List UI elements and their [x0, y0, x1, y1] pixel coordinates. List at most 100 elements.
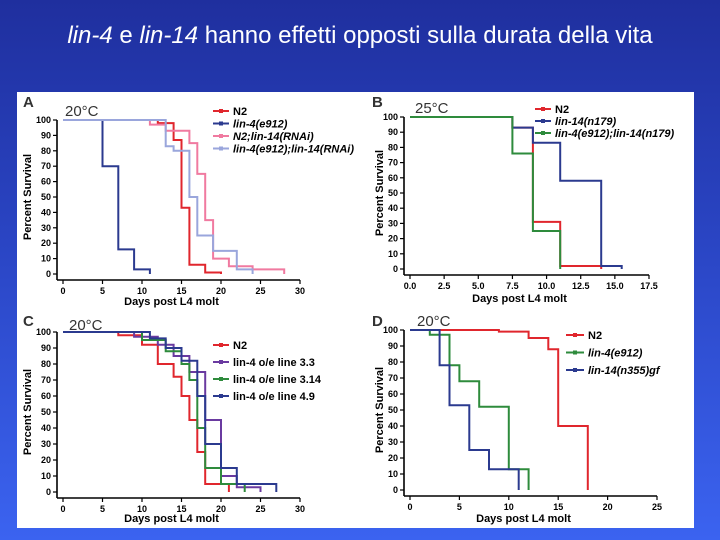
panel-letter: C [23, 313, 34, 330]
chart-title: 20°C [65, 103, 99, 120]
y-tick-label: 10 [388, 249, 398, 259]
title-part: lin-14 [139, 22, 199, 49]
series-line [63, 119, 151, 274]
legend-marker [573, 333, 577, 337]
y-tick-label: 70 [388, 158, 398, 168]
x-tick-label: 25 [652, 502, 662, 512]
y-tick-label: 80 [388, 142, 398, 152]
x-tick-label: 30 [295, 286, 305, 296]
y-tick-label: 100 [36, 115, 51, 125]
y-tick-label: 20 [388, 453, 398, 463]
chart-title: 25°C [415, 100, 449, 117]
legend-label: N2 [233, 340, 247, 352]
x-tick-label: 30 [295, 504, 305, 514]
y-tick-label: 50 [388, 405, 398, 415]
x-tick-label: 20 [603, 502, 613, 512]
y-tick-label: 100 [36, 327, 51, 337]
y-tick-label: 100 [383, 325, 398, 335]
legend-label: lin-4(e912) [233, 119, 288, 131]
y-tick-label: 50 [41, 407, 51, 417]
panel-c: C 0 10 20 30 40 50 60 70 80 90 100 0 5 10 15 20 25 30 Days … [22, 313, 322, 525]
y-tick-label: 80 [41, 359, 51, 369]
legend-marker [541, 107, 545, 111]
y-tick-label: 20 [388, 234, 398, 244]
title-part: hanno effetti opposti sulla durata della… [198, 22, 653, 49]
x-tick-label: 10 [137, 504, 147, 514]
legend-marker [219, 343, 223, 347]
y-tick-label: 90 [41, 130, 51, 140]
y-tick-label: 20 [41, 455, 51, 465]
legend-label: N2;lin-14(RNAi) [233, 131, 314, 143]
legend-label: N2 [233, 106, 247, 118]
y-tick-label: 70 [388, 373, 398, 383]
x-tick-label: 5.0 [472, 281, 485, 291]
legend-label: lin-14(n355)gf [588, 365, 661, 377]
x-tick-label: 15.0 [606, 281, 624, 291]
y-tick-label: 20 [41, 238, 51, 248]
y-tick-label: 10 [388, 469, 398, 479]
legend-marker [219, 377, 223, 381]
panel-b: B 0 10 20 30 40 50 60 70 80 90 100 0.0 2.5 5.0 7.5 10.0 1… [372, 94, 675, 305]
x-tick-label: 0 [60, 504, 65, 514]
y-tick-label: 10 [41, 471, 51, 481]
slide-title: lin-4 e lin-14 hanno effetti opposti sul… [0, 22, 720, 50]
legend-marker [219, 394, 223, 398]
panel-letter: B [372, 94, 383, 111]
x-tick-label: 0 [407, 502, 412, 512]
legend-marker [573, 368, 577, 372]
y-axis-label: Percent Survival [374, 150, 386, 236]
legend-label: lin-4 o/e line 4.9 [233, 391, 315, 403]
legend-marker [219, 134, 223, 138]
legend-label: lin-4(e912);lin-14(RNAi) [233, 144, 354, 156]
series-line [410, 329, 520, 490]
legend-marker [541, 131, 545, 135]
y-tick-label: 50 [41, 192, 51, 202]
x-tick-label: 15 [176, 286, 186, 296]
x-tick-label: 10 [504, 502, 514, 512]
series-line [410, 329, 589, 490]
x-tick-label: 10.0 [538, 281, 556, 291]
series-line [63, 119, 222, 274]
y-tick-label: 0 [393, 485, 398, 495]
y-axis-label: Percent Survival [22, 154, 34, 240]
y-tick-label: 100 [383, 112, 398, 122]
x-axis-label: Days post L4 molt [124, 513, 219, 525]
title-part: lin-4 [67, 22, 113, 49]
y-tick-label: 60 [388, 389, 398, 399]
series-line [63, 331, 230, 492]
y-tick-label: 30 [41, 439, 51, 449]
legend-label: lin-4(e912);lin-14(n179) [555, 128, 675, 140]
x-tick-label: 15 [176, 504, 186, 514]
legend-marker [219, 360, 223, 364]
x-tick-label: 2.5 [438, 281, 451, 291]
legend-label: N2 [588, 330, 602, 342]
legend-label: lin-4(e912) [588, 348, 643, 360]
y-tick-label: 90 [388, 341, 398, 351]
y-tick-label: 80 [388, 357, 398, 367]
series-line [410, 116, 562, 269]
x-tick-label: 5 [100, 504, 105, 514]
y-axis-label: Percent Survival [22, 369, 34, 455]
panel-d: D 0 10 20 30 40 50 60 70 80 90 100 0 5 10 15 20 25 Days po… [372, 313, 662, 525]
y-tick-label: 0 [46, 487, 51, 497]
y-tick-label: 50 [388, 188, 398, 198]
panel-letter: A [23, 94, 34, 111]
x-tick-label: 17.5 [640, 281, 658, 291]
y-tick-label: 70 [41, 375, 51, 385]
y-tick-label: 90 [41, 343, 51, 353]
x-tick-label: 10 [137, 286, 147, 296]
y-tick-label: 80 [41, 146, 51, 156]
y-tick-label: 40 [388, 203, 398, 213]
y-tick-label: 60 [41, 177, 51, 187]
legend-marker [219, 146, 223, 151]
legend-marker [219, 121, 223, 126]
x-axis-label: Days post L4 molt [124, 296, 219, 308]
y-tick-label: 40 [41, 207, 51, 217]
x-tick-label: 7.5 [506, 281, 519, 291]
y-tick-label: 40 [388, 421, 398, 431]
y-tick-label: 90 [388, 127, 398, 137]
y-tick-label: 40 [41, 423, 51, 433]
figure-panels: A 0 10 20 30 40 50 60 70 80 90 100 0 5 10 15 20 25 30 Days … [17, 92, 694, 528]
legend-label: N2 [555, 104, 569, 116]
